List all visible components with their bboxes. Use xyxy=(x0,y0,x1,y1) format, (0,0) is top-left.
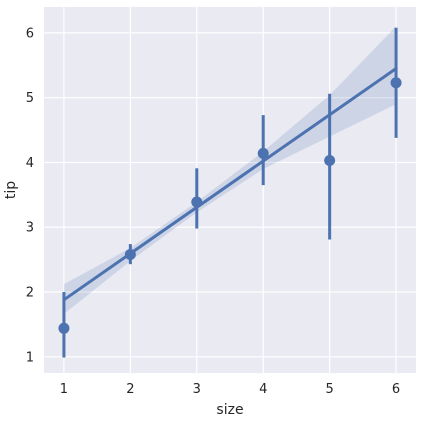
data-point xyxy=(58,322,70,334)
x-tick-label: 2 xyxy=(126,382,134,397)
data-point xyxy=(124,248,136,260)
y-tick-label: 4 xyxy=(26,156,34,171)
data-point xyxy=(390,77,402,89)
x-tick-label: 1 xyxy=(60,382,68,397)
data-point xyxy=(324,155,336,167)
y-tick-label: 1 xyxy=(26,350,34,365)
tick-labels: 1 2 3 4 5 6 1 2 3 4 5 6 xyxy=(26,26,400,397)
x-tick-label: 3 xyxy=(193,382,201,397)
x-axis-label: size xyxy=(216,402,243,418)
points-layer xyxy=(58,77,402,334)
y-tick-label: 2 xyxy=(26,286,34,301)
data-point xyxy=(191,196,203,208)
x-tick-label: 4 xyxy=(259,382,267,397)
plot-background xyxy=(44,7,416,373)
x-tick-label: 6 xyxy=(392,382,400,397)
y-axis-label: tip xyxy=(3,181,19,199)
x-tick-label: 5 xyxy=(326,382,334,397)
regression-line-layer xyxy=(62,67,398,302)
y-tick-label: 5 xyxy=(26,91,34,106)
y-tick-label: 3 xyxy=(26,221,34,236)
y-tick-label: 6 xyxy=(26,26,34,41)
regression-line xyxy=(62,67,398,302)
data-point xyxy=(257,147,269,159)
